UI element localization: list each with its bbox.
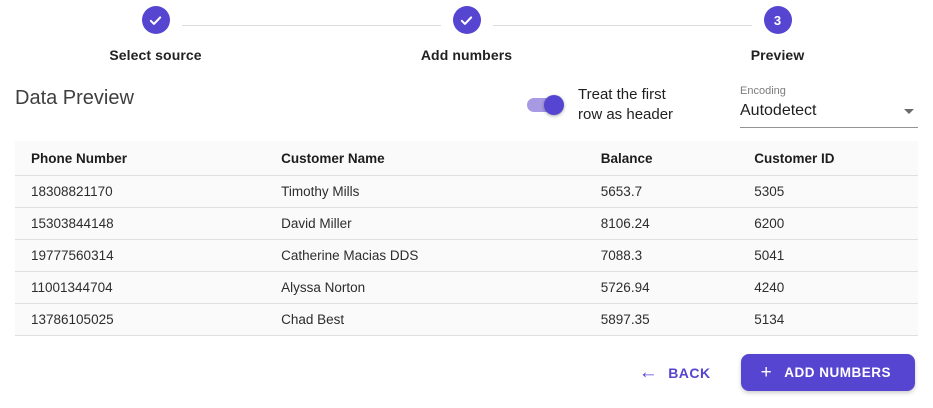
table-row: 18308821170 Timothy Mills 5653.7 5305 [15, 175, 918, 208]
step-completed-check-icon [141, 6, 170, 34]
first-row-header-toggle[interactable] [527, 95, 564, 115]
toggle-label: Treat the first row as header [578, 86, 674, 123]
table-cell: 5305 [738, 175, 918, 208]
table-column-header: Phone Number [15, 141, 266, 176]
table-cell: 7088.3 [584, 239, 739, 272]
table-cell: 5134 [738, 303, 918, 336]
chevron-down-icon [904, 108, 914, 114]
stepper-step-preview[interactable]: 3 Preview [492, 6, 933, 63]
table-cell: David Miller [265, 207, 585, 240]
stepper-step-select-source[interactable]: Select source [0, 6, 311, 63]
preview-toolbar: Data Preview Treat the first row as head… [0, 63, 933, 128]
table-column-header: Balance [584, 141, 739, 176]
arrow-left-icon: ← [638, 361, 659, 383]
table-cell: 8106.24 [584, 207, 739, 240]
step-completed-check-icon [452, 6, 481, 34]
table-row: 15303844148 David Miller 8106.24 6200 [15, 207, 918, 240]
plus-icon: + [760, 361, 773, 383]
step-label: Add numbers [420, 47, 513, 63]
table-cell: 19777560314 [15, 239, 266, 272]
table-row: 13786105025 Chad Best 5897.35 5134 [15, 303, 918, 336]
table-cell: Timothy Mills [265, 175, 585, 208]
step-label: Select source [109, 47, 202, 63]
table-cell: 11001344704 [15, 271, 266, 304]
table-column-header: Customer Name [265, 141, 585, 176]
table-row: 19777560314 Catherine Macias DDS 7088.3 504… [15, 239, 918, 272]
encoding-field: Encoding Autodetect [740, 85, 918, 128]
table-cell: 13786105025 [15, 303, 266, 336]
table-cell: 4240 [738, 271, 918, 304]
encoding-label: Encoding [740, 85, 786, 97]
toggle-thumb [544, 95, 564, 115]
page-title: Data Preview [15, 87, 134, 109]
table-cell: Catherine Macias DDS [265, 239, 585, 272]
table-cell: 6200 [738, 207, 918, 240]
stepper: Select source Add numbers 3 Preview [0, 0, 933, 63]
wizard-actions: ← BACK + ADD NUMBERS [0, 336, 933, 391]
encoding-selected-value: Autodetect [740, 102, 817, 119]
table-cell: 5897.35 [584, 303, 739, 336]
table-cell: 5041 [738, 239, 918, 272]
step-number-badge: 3 [763, 6, 792, 34]
table-cell: 15303844148 [15, 207, 266, 240]
data-preview-table-container: Phone Number Customer Name Balance Customer… [15, 141, 918, 336]
table-cell: Alyssa Norton [265, 271, 585, 304]
table-cell: Chad Best [265, 303, 585, 336]
add-numbers-button[interactable]: + ADD NUMBERS [740, 354, 915, 391]
table-cell: 5653.7 [584, 175, 739, 208]
first-row-header-toggle-group: Treat the first row as header [527, 85, 682, 125]
add-numbers-button-label: ADD NUMBERS [784, 365, 891, 380]
table-column-header: Customer ID [738, 141, 918, 176]
table-cell: 5726.94 [584, 271, 739, 304]
data-preview-table: Phone Number Customer Name Balance Customer… [15, 141, 918, 336]
back-button-label: BACK [668, 364, 711, 381]
back-button[interactable]: ← BACK [638, 361, 711, 383]
stepper-step-add-numbers[interactable]: Add numbers [181, 6, 622, 63]
table-row: 11001344704 Alyssa Norton 5726.94 4240 [15, 271, 918, 304]
step-label: Preview [750, 47, 805, 63]
table-header-row: Phone Number Customer Name Balance Customer… [15, 141, 918, 176]
table-cell: 18308821170 [15, 175, 266, 208]
encoding-select[interactable]: Autodetect [740, 97, 918, 128]
